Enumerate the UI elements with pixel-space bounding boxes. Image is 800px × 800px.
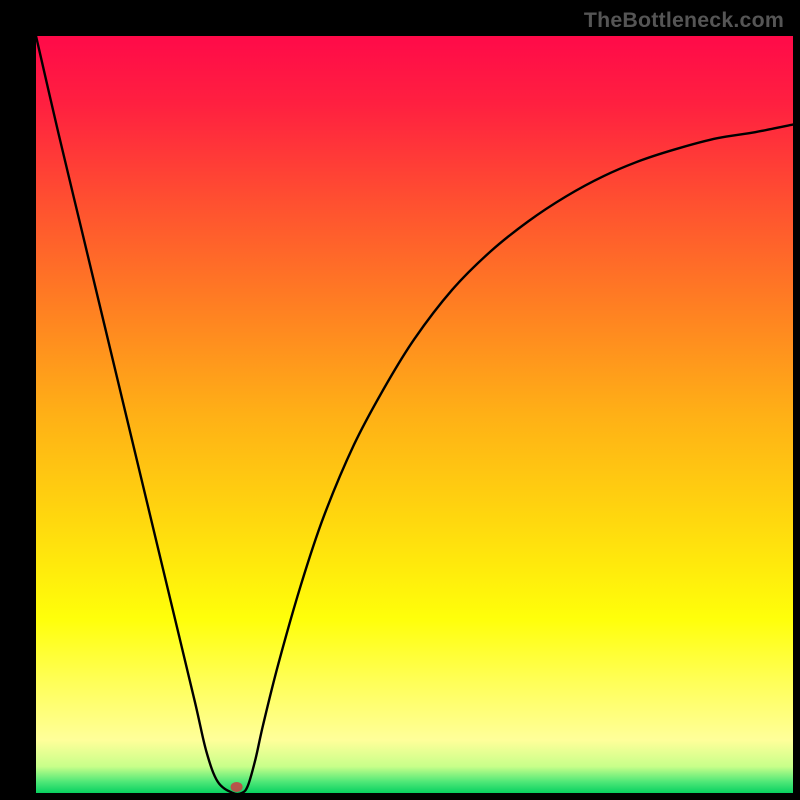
chart-background [36,36,793,793]
bottleneck-chart [36,36,793,793]
minimum-marker [231,782,243,792]
chart-wrapper: TheBottleneck.com [0,0,800,800]
watermark-text: TheBottleneck.com [584,8,784,33]
plot-area [36,36,793,793]
